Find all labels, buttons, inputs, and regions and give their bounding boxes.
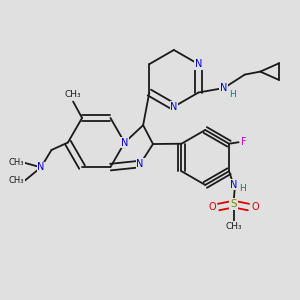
Text: N: N <box>136 159 144 169</box>
Text: N: N <box>230 180 237 190</box>
Text: N: N <box>170 102 178 112</box>
Text: CH₃: CH₃ <box>65 91 81 100</box>
Text: H: H <box>229 90 236 99</box>
Text: CH₃: CH₃ <box>8 158 24 167</box>
Text: S: S <box>230 199 237 209</box>
Text: CH₃: CH₃ <box>225 222 242 231</box>
Text: O: O <box>208 202 216 212</box>
Text: O: O <box>251 202 259 212</box>
Text: H: H <box>239 184 246 193</box>
Text: CH₃: CH₃ <box>8 176 24 185</box>
Text: F: F <box>241 137 247 147</box>
Text: N: N <box>195 59 202 69</box>
Text: N: N <box>121 137 128 148</box>
Text: N: N <box>37 162 45 172</box>
Text: N: N <box>220 83 227 93</box>
